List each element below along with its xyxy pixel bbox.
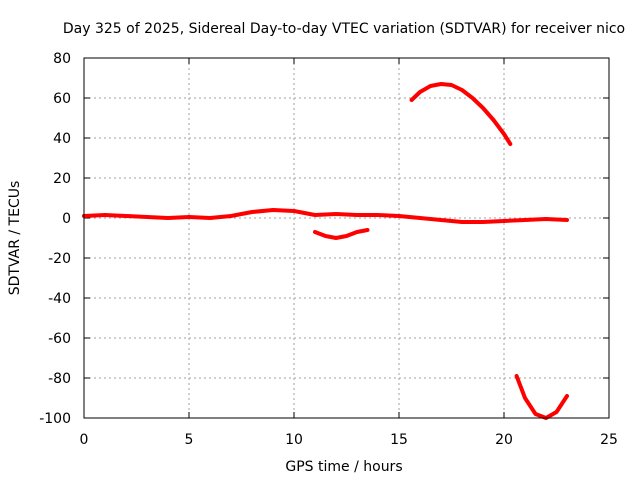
x-tick-label: 25	[600, 432, 618, 448]
x-tick-label: 10	[285, 432, 303, 448]
y-axis-label: SDTVAR / TECUs	[7, 181, 23, 296]
series-line-1	[82, 208, 569, 224]
ticks-layer: 0 5 10 15 20 25 -100 -80 -60 -40 -20 0 20 40 60 80	[39, 51, 618, 448]
y-tick-label: -20	[48, 251, 71, 267]
x-tick-label: 5	[185, 432, 194, 448]
chart-title: Day 325 of 2025, Sidereal Day-to-day VTE…	[63, 21, 625, 37]
series-line-2	[313, 228, 370, 240]
y-tick-label: -80	[48, 371, 71, 387]
x-axis-label: GPS time / hours	[285, 459, 402, 475]
y-tick-label: 60	[53, 91, 71, 107]
x-tick-label: 15	[390, 432, 408, 448]
y-tick-label: -60	[48, 331, 71, 347]
series-line-4	[514, 374, 569, 420]
y-tick-label: -100	[39, 411, 71, 427]
y-tick-label: 80	[53, 51, 71, 67]
x-tick-label: 20	[495, 432, 513, 448]
y-tick-label: -40	[48, 291, 71, 307]
y-tick-label: 20	[53, 171, 71, 187]
x-tick-label: 0	[80, 432, 89, 448]
y-tick-label: 0	[62, 211, 71, 227]
plot-border	[83, 57, 610, 419]
y-tick-label: 40	[53, 131, 71, 147]
series-line-3	[409, 82, 513, 146]
series-layer	[82, 82, 569, 420]
grid-layer	[84, 58, 609, 418]
